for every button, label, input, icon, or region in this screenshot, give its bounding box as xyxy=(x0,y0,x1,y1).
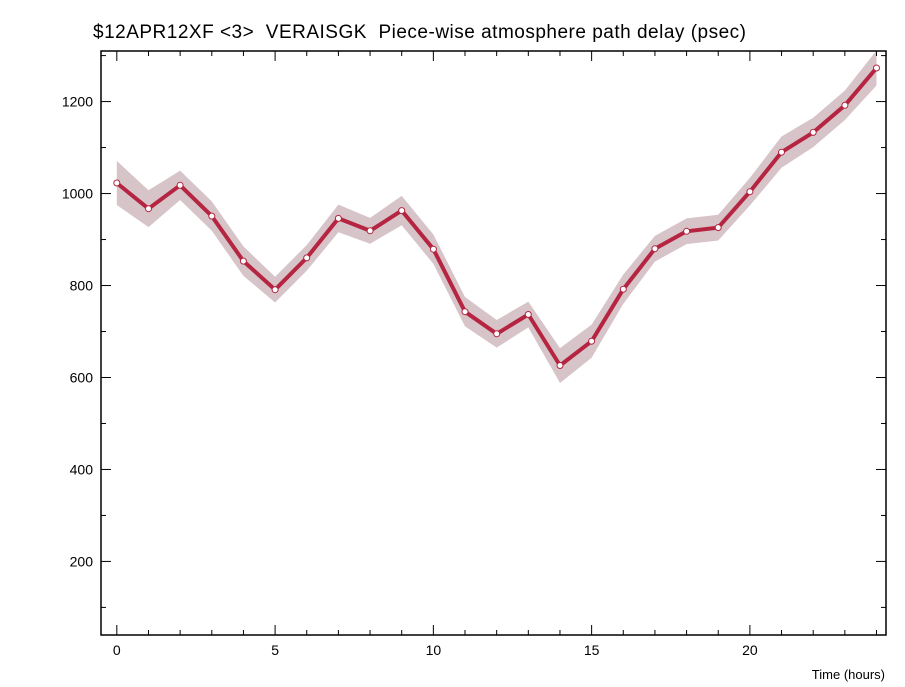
data-point xyxy=(714,224,722,232)
data-point xyxy=(588,337,596,345)
data-point xyxy=(619,285,627,293)
data-point xyxy=(683,227,691,235)
data-point xyxy=(429,245,437,253)
data-point xyxy=(145,205,152,213)
data-point xyxy=(271,286,279,294)
data-point xyxy=(746,188,754,196)
data-point xyxy=(334,214,342,222)
axis-tick-layer: 0 5 10 15 20 200 400 600 800 1000 1200 xyxy=(62,51,886,658)
y-tick-label: 1200 xyxy=(62,94,93,110)
x-tick-label: 10 xyxy=(426,642,442,658)
x-tick-label: 0 xyxy=(113,642,121,658)
uncertainty-band xyxy=(116,50,877,383)
data-point xyxy=(461,308,469,316)
uncertainty-band-layer xyxy=(116,50,877,383)
x-axis-label: Time (hours) xyxy=(812,667,885,682)
y-tick-label: 200 xyxy=(70,553,94,569)
data-point xyxy=(176,181,184,189)
data-point xyxy=(366,227,374,235)
y-tick-label: 1000 xyxy=(62,186,93,202)
data-point-layer xyxy=(113,64,880,369)
x-tick-label: 5 xyxy=(271,642,279,658)
x-tick-label: 20 xyxy=(742,642,758,658)
data-point xyxy=(651,245,659,253)
data-point xyxy=(556,362,564,369)
data-point xyxy=(809,128,817,136)
y-tick-label: 600 xyxy=(70,369,94,385)
data-point xyxy=(303,254,311,262)
chart-title: $12APR12XF <3> VERAISGK Piece-wise atmos… xyxy=(93,22,746,43)
data-point xyxy=(778,148,785,156)
data-point xyxy=(493,330,501,338)
data-point xyxy=(208,212,216,220)
y-tick-label: 400 xyxy=(70,461,94,477)
data-point xyxy=(239,257,247,265)
data-point xyxy=(113,179,121,187)
x-tick-label: 15 xyxy=(584,642,600,658)
data-point xyxy=(398,207,406,215)
y-tick-label: 800 xyxy=(70,278,94,294)
plot-frame xyxy=(100,50,887,636)
data-point xyxy=(841,101,849,109)
data-point xyxy=(524,311,532,318)
data-point xyxy=(873,64,880,72)
